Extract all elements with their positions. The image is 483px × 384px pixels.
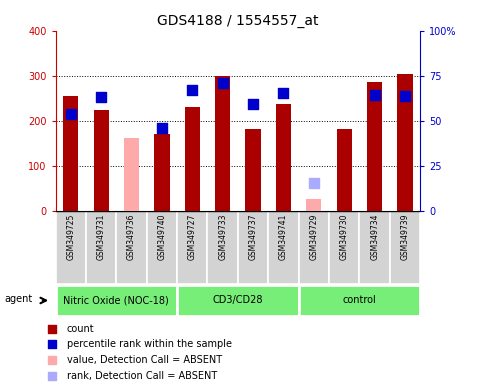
Text: GSM349731: GSM349731 <box>97 214 106 260</box>
Bar <box>329 211 359 284</box>
Bar <box>208 211 238 284</box>
Bar <box>306 199 322 211</box>
Bar <box>298 211 329 284</box>
Bar <box>367 82 382 211</box>
Text: Nitric Oxide (NOC-18): Nitric Oxide (NOC-18) <box>63 295 169 306</box>
Point <box>401 93 409 99</box>
Bar <box>124 138 139 211</box>
Bar <box>276 104 291 211</box>
Bar <box>116 211 147 284</box>
Point <box>48 341 56 347</box>
Text: GSM349739: GSM349739 <box>400 214 410 260</box>
Bar <box>390 211 420 284</box>
Bar <box>185 108 200 211</box>
Text: GSM349725: GSM349725 <box>66 214 75 260</box>
Text: value, Detection Call = ABSENT: value, Detection Call = ABSENT <box>67 355 222 365</box>
Text: CD3/CD28: CD3/CD28 <box>213 295 263 306</box>
Text: GSM349727: GSM349727 <box>188 214 197 260</box>
Text: GSM349730: GSM349730 <box>340 214 349 260</box>
Point <box>280 89 287 96</box>
Text: GSM349736: GSM349736 <box>127 214 136 260</box>
Point <box>219 79 227 86</box>
Bar <box>147 211 177 284</box>
Bar <box>245 129 261 211</box>
Point <box>188 87 196 93</box>
Bar <box>154 134 170 211</box>
Bar <box>56 285 177 316</box>
Bar <box>86 211 116 284</box>
Point <box>158 125 166 131</box>
Bar <box>177 285 298 316</box>
Bar <box>359 211 390 284</box>
Point <box>67 111 74 117</box>
Bar <box>298 285 420 316</box>
Text: rank, Detection Call = ABSENT: rank, Detection Call = ABSENT <box>67 371 217 381</box>
Point <box>249 101 257 107</box>
Bar <box>215 76 230 211</box>
Point <box>310 180 318 186</box>
Text: GSM349737: GSM349737 <box>249 214 257 260</box>
Text: GSM349729: GSM349729 <box>309 214 318 260</box>
Bar <box>177 211 208 284</box>
Text: control: control <box>342 295 376 306</box>
Bar <box>56 211 86 284</box>
Point <box>48 357 56 363</box>
Bar <box>238 211 268 284</box>
Text: GSM349741: GSM349741 <box>279 214 288 260</box>
Title: GDS4188 / 1554557_at: GDS4188 / 1554557_at <box>157 14 319 28</box>
Point <box>371 92 379 98</box>
Text: GSM349733: GSM349733 <box>218 214 227 260</box>
Bar <box>268 211 298 284</box>
Text: agent: agent <box>4 294 33 304</box>
Text: percentile rank within the sample: percentile rank within the sample <box>67 339 232 349</box>
Bar <box>337 129 352 211</box>
Bar <box>63 96 78 211</box>
Text: GSM349740: GSM349740 <box>157 214 167 260</box>
Point <box>48 326 56 332</box>
Point <box>48 373 56 379</box>
Point <box>97 94 105 101</box>
Text: count: count <box>67 324 95 334</box>
Text: GSM349734: GSM349734 <box>370 214 379 260</box>
Bar <box>94 110 109 211</box>
Bar <box>398 74 412 211</box>
